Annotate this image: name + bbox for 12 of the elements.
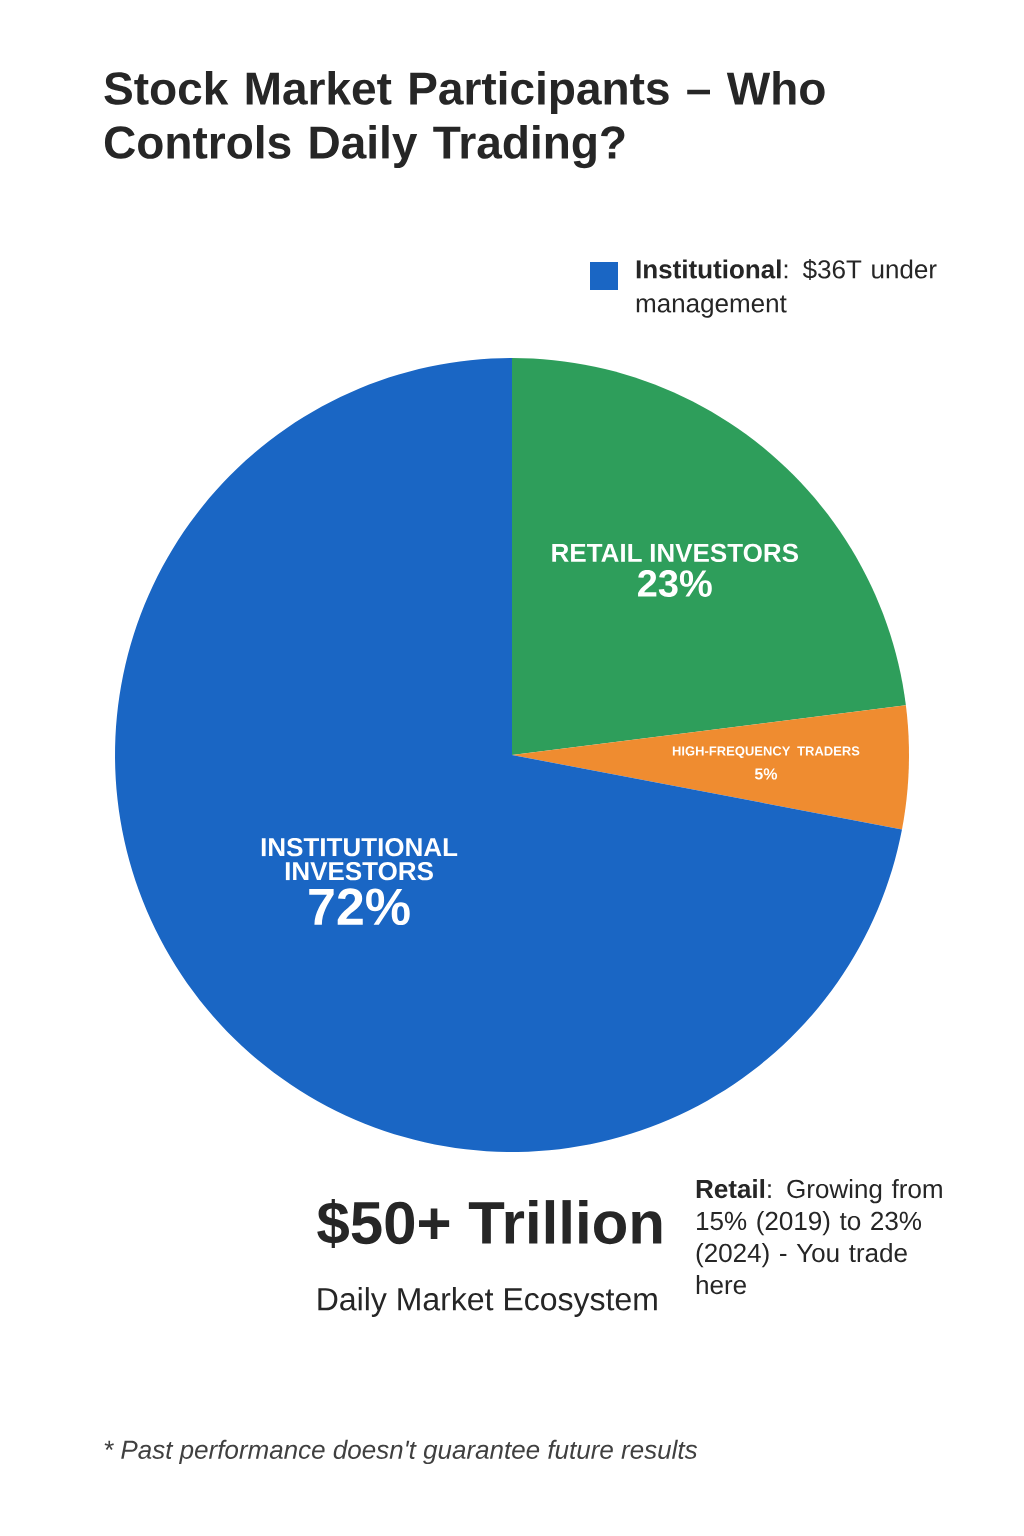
slice-label: INSTITUTIONAL INVESTORS	[261, 837, 458, 881]
chart-title: Stock Market Participants – Who Controls Daily Trading?	[104, 71, 825, 169]
slice-label: RETAIL INVESTORS	[552, 543, 798, 563]
text: Retail: Growing from 15% (2019) to 23% (2024) - You trade here	[696, 1179, 942, 1295]
slice-label: HIGH-FREQUENCY TRADERS	[672, 746, 860, 758]
text: $50+ Trillion	[317, 1199, 662, 1249]
text: * Past performance doesn't guarantee future results	[104, 1439, 698, 1465]
data-label: 72%	[309, 888, 410, 926]
data-label: 5%	[754, 768, 778, 780]
data-label: 23%	[638, 570, 712, 598]
text: Institutional: $36T under management	[636, 259, 937, 318]
text: Daily Market Ecosystem	[318, 1287, 657, 1317]
